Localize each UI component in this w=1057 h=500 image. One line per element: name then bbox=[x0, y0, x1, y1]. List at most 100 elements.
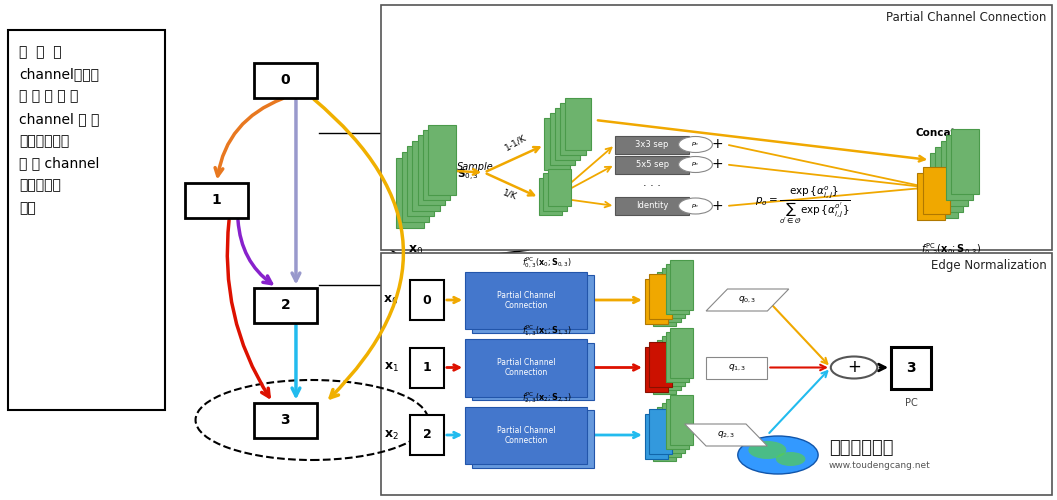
Text: 1/K: 1/K bbox=[501, 188, 518, 202]
Text: 3: 3 bbox=[906, 360, 916, 374]
FancyBboxPatch shape bbox=[653, 344, 676, 394]
FancyBboxPatch shape bbox=[465, 339, 587, 396]
FancyBboxPatch shape bbox=[670, 395, 693, 445]
Circle shape bbox=[679, 198, 712, 214]
Text: +: + bbox=[847, 358, 861, 376]
FancyArrowPatch shape bbox=[292, 326, 300, 396]
Text: Concat: Concat bbox=[915, 128, 956, 138]
Text: 2: 2 bbox=[280, 298, 291, 312]
FancyBboxPatch shape bbox=[254, 62, 317, 98]
FancyBboxPatch shape bbox=[615, 156, 689, 174]
FancyBboxPatch shape bbox=[381, 252, 1052, 495]
Text: $\mathbf{x}_0$: $\mathbf{x}_0$ bbox=[408, 244, 423, 256]
Text: PC: PC bbox=[905, 398, 917, 407]
Text: . . .: . . . bbox=[644, 178, 661, 188]
FancyBboxPatch shape bbox=[544, 118, 570, 170]
Text: 3: 3 bbox=[280, 413, 291, 427]
Text: $p_o$: $p_o$ bbox=[691, 202, 700, 210]
FancyBboxPatch shape bbox=[402, 152, 429, 222]
Text: $q_{1,3}$: $q_{1,3}$ bbox=[727, 362, 746, 373]
FancyBboxPatch shape bbox=[670, 328, 693, 378]
FancyBboxPatch shape bbox=[423, 130, 450, 200]
Text: $\mathbf{x}_0$: $\mathbf{x}_0$ bbox=[384, 294, 398, 306]
Text: $p_o = \dfrac{\exp\{\alpha_{i,j}^o\}}{\sum_{o^{\prime}\in\mathcal{O}}\exp\{\alph: $p_o = \dfrac{\exp\{\alpha_{i,j}^o\}}{\s… bbox=[756, 184, 851, 226]
Text: 2: 2 bbox=[423, 428, 431, 442]
FancyBboxPatch shape bbox=[666, 264, 689, 314]
Text: $\mathbf{x}_1$: $\mathbf{x}_1$ bbox=[384, 361, 398, 374]
FancyBboxPatch shape bbox=[410, 280, 444, 320]
Text: Edge Normalization: Edge Normalization bbox=[930, 258, 1046, 272]
Text: 3x3 sep: 3x3 sep bbox=[635, 140, 669, 149]
Text: $f_{1,3}^{\mathrm{PC}}(\mathbf{x}_1;\mathbf{S}_{1,3})$: $f_{1,3}^{\mathrm{PC}}(\mathbf{x}_1;\mat… bbox=[522, 323, 572, 338]
FancyBboxPatch shape bbox=[951, 128, 979, 194]
Text: 5x5 sep: 5x5 sep bbox=[635, 160, 669, 169]
FancyBboxPatch shape bbox=[418, 136, 445, 206]
FancyBboxPatch shape bbox=[662, 403, 685, 453]
FancyBboxPatch shape bbox=[465, 406, 587, 464]
Text: 1-1/K: 1-1/K bbox=[503, 132, 528, 152]
FancyBboxPatch shape bbox=[410, 348, 444, 388]
Text: 0: 0 bbox=[280, 73, 291, 87]
FancyBboxPatch shape bbox=[465, 272, 587, 329]
Text: 头等舱手游网: 头等舱手游网 bbox=[829, 438, 893, 456]
Text: +: + bbox=[712, 158, 723, 172]
Text: Partial Channel
Connection: Partial Channel Connection bbox=[497, 358, 555, 378]
FancyBboxPatch shape bbox=[662, 336, 685, 386]
Text: $f_{0,3}^{\mathrm{PC}}(\mathbf{x}_0;\mathbf{S}_{0,3})$: $f_{0,3}^{\mathrm{PC}}(\mathbf{x}_0;\mat… bbox=[921, 242, 982, 260]
Circle shape bbox=[679, 156, 712, 172]
Text: $\mathbf{x}_2$: $\mathbf{x}_2$ bbox=[384, 428, 398, 442]
FancyBboxPatch shape bbox=[412, 141, 440, 211]
FancyBboxPatch shape bbox=[653, 411, 676, 461]
FancyBboxPatch shape bbox=[670, 260, 693, 310]
FancyBboxPatch shape bbox=[917, 172, 945, 220]
FancyBboxPatch shape bbox=[657, 272, 681, 322]
FancyBboxPatch shape bbox=[396, 158, 424, 228]
FancyBboxPatch shape bbox=[407, 146, 434, 216]
Text: Sample: Sample bbox=[457, 162, 494, 172]
FancyBboxPatch shape bbox=[254, 402, 317, 438]
FancyBboxPatch shape bbox=[891, 346, 931, 389]
FancyBboxPatch shape bbox=[645, 414, 668, 459]
FancyBboxPatch shape bbox=[657, 407, 681, 457]
Polygon shape bbox=[706, 289, 789, 311]
FancyBboxPatch shape bbox=[410, 415, 444, 455]
FancyArrowPatch shape bbox=[227, 220, 270, 397]
FancyBboxPatch shape bbox=[941, 140, 968, 205]
Text: $p_o$: $p_o$ bbox=[691, 140, 700, 148]
Text: Partial Channel
Connection: Partial Channel Connection bbox=[497, 290, 555, 310]
FancyBboxPatch shape bbox=[615, 197, 689, 215]
FancyBboxPatch shape bbox=[8, 30, 165, 410]
FancyBboxPatch shape bbox=[653, 276, 676, 326]
Text: $p_o$: $p_o$ bbox=[691, 160, 700, 168]
Text: $f_{2,3}^{\mathrm{PC}}(\mathbf{x}_2;\mathbf{S}_{2,3})$: $f_{2,3}^{\mathrm{PC}}(\mathbf{x}_2;\mat… bbox=[522, 390, 572, 405]
FancyBboxPatch shape bbox=[472, 342, 594, 400]
FancyBboxPatch shape bbox=[645, 279, 668, 324]
FancyArrowPatch shape bbox=[314, 100, 404, 398]
FancyBboxPatch shape bbox=[946, 134, 973, 200]
Polygon shape bbox=[685, 424, 767, 446]
Circle shape bbox=[738, 436, 818, 474]
Circle shape bbox=[679, 136, 712, 152]
FancyBboxPatch shape bbox=[543, 173, 567, 210]
FancyArrowPatch shape bbox=[238, 220, 272, 284]
Text: $f_{0,3}^{\mathrm{PC}}(\mathbf{x}_0;\mathbf{S}_{0,3})$: $f_{0,3}^{\mathrm{PC}}(\mathbf{x}_0;\mat… bbox=[522, 256, 572, 270]
Text: 大  量  的
channel，只选
取 一 小 部 分
channel 进 行
混合计算，大
部 分 channel
直接移到后
面。: 大 量 的 channel，只选 取 一 小 部 分 channel 进 行 混… bbox=[19, 45, 99, 215]
FancyBboxPatch shape bbox=[615, 136, 689, 154]
FancyBboxPatch shape bbox=[930, 152, 958, 218]
FancyBboxPatch shape bbox=[254, 288, 317, 322]
Circle shape bbox=[776, 452, 805, 466]
FancyArrowPatch shape bbox=[292, 100, 300, 281]
FancyBboxPatch shape bbox=[645, 346, 668, 392]
Text: +: + bbox=[712, 199, 723, 213]
FancyBboxPatch shape bbox=[555, 108, 580, 160]
FancyBboxPatch shape bbox=[649, 342, 672, 386]
FancyBboxPatch shape bbox=[185, 182, 248, 218]
Text: Partial Channel
Connection: Partial Channel Connection bbox=[497, 426, 555, 445]
Text: 0: 0 bbox=[423, 294, 431, 306]
Text: $q_{0,3}$: $q_{0,3}$ bbox=[738, 294, 757, 306]
FancyBboxPatch shape bbox=[666, 399, 689, 449]
Text: 1: 1 bbox=[211, 193, 222, 207]
FancyBboxPatch shape bbox=[935, 146, 963, 212]
FancyBboxPatch shape bbox=[923, 166, 950, 214]
FancyBboxPatch shape bbox=[666, 332, 689, 382]
